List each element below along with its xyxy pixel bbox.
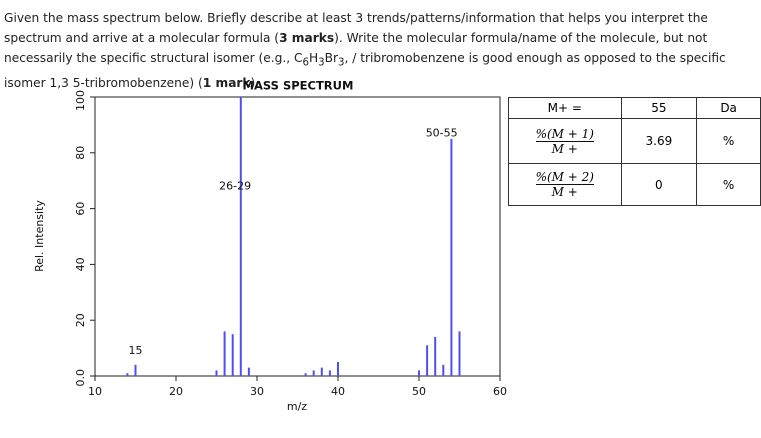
x-tick-label: 30: [250, 385, 264, 398]
table-row: %(M + 1) M + 3.69%: [508, 118, 761, 164]
table-cell: %: [696, 163, 761, 206]
annotation: 26-29: [219, 179, 251, 192]
table-cell: 55: [620, 97, 698, 119]
table-row: M+ = 55 Da: [508, 97, 761, 119]
annotation: 15: [129, 344, 143, 357]
formula: H: [308, 51, 319, 65]
chart: MASS SPECTRUM m/z Rel. Intensity 0.0 20 40…: [33, 79, 507, 414]
y-tick-label: 60: [74, 202, 87, 216]
y-axis-label: Rel. Intensity: [33, 200, 46, 272]
numerator: %(M + 2): [535, 170, 594, 185]
fraction: %(M + 2) M +: [535, 170, 594, 199]
x-tick-label: 10: [88, 385, 102, 398]
subscript: 3: [338, 57, 345, 69]
plot-frame: [94, 96, 501, 377]
table-cell: Da: [696, 97, 761, 119]
numerator: %(M + 1): [535, 126, 594, 142]
table-cell: 3.69: [620, 118, 698, 164]
y-tick-label: 0.0: [74, 369, 87, 387]
x-tick-label: 60: [493, 385, 507, 398]
x-tick-label: 20: [169, 385, 183, 398]
table: M+ = 55 Da %(M + 1) M +3.69% %(M + 2) M +0%: [508, 97, 761, 206]
bold-text: 3 marks: [279, 31, 335, 45]
table-cell: M+ =: [508, 97, 622, 119]
subscript: 6: [302, 57, 309, 69]
text: Given the mass spectrum below. Briefly d…: [4, 11, 708, 45]
y-tick-label: 40: [74, 257, 87, 271]
denominator: M +: [551, 141, 578, 156]
question: Given the mass spectrum below. Briefly d…: [4, 8, 756, 93]
denominator: M +: [551, 185, 578, 199]
formula: C: [294, 51, 303, 65]
x-tick-label: 40: [331, 385, 345, 398]
table-row: %(M + 2) M + 0%: [508, 163, 761, 206]
subscript: 3: [318, 57, 325, 69]
annotation: 50-55: [426, 126, 458, 139]
table-cell: %(M + 2) M +: [508, 163, 622, 206]
text: , / tribromobenzene is good enough as op…: [4, 51, 726, 91]
table-cell: %: [696, 118, 761, 164]
table-cell: %(M + 1) M +: [508, 118, 622, 164]
table-cell: 0: [620, 163, 698, 206]
text: ). Write the molecular formula/name of t…: [4, 31, 708, 65]
text: ).: [250, 76, 260, 91]
y-tick-label: 100: [74, 90, 87, 111]
bold-text: 1 mark: [202, 76, 251, 91]
y-tick-label: 80: [74, 146, 87, 160]
x-axis-label: m/z: [287, 400, 307, 413]
chart-title: MASS SPECTRUM: [243, 79, 354, 93]
fraction: %(M + 1) M +: [535, 126, 594, 156]
formula: Br: [324, 51, 338, 65]
y-tick-label: 20: [74, 313, 87, 327]
x-tick-label: 50: [412, 385, 426, 398]
